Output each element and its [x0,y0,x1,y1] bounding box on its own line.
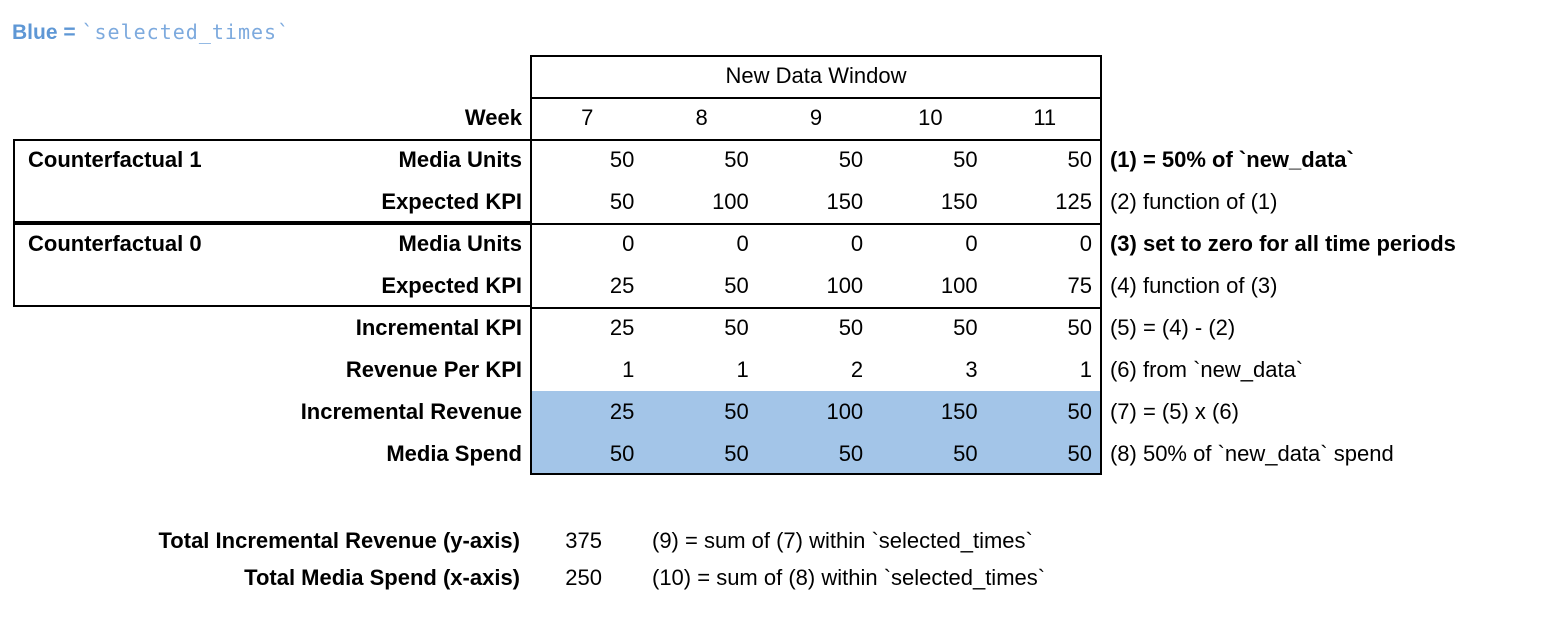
row-annotation: (2) function of (1) [1109,189,1278,214]
data-cell: 50 [1067,441,1092,466]
data-cell: 0 [736,231,749,256]
data-cell: 100 [712,189,749,214]
row-annotation: (7) = (5) x (6) [1109,399,1239,424]
data-cell: 50 [953,315,978,340]
week-row: Week 7 8 9 10 11 [0,97,1544,139]
data-cell: 75 [1067,273,1092,298]
data-cell: 0 [622,231,635,256]
data-cell: 100 [826,273,864,298]
data-cell: 50 [838,315,864,340]
total-media-spend-row: Total Media Spend (x-axis) 250 (10) = su… [0,560,1544,596]
data-cell: 25 [609,273,635,298]
week-label: Week [464,105,522,130]
data-cell: 50 [724,315,749,340]
row-annotation: (1) = 50% of `new_data` [1109,147,1354,172]
data-cell: 25 [609,399,635,424]
legend-note-code: `selected_times` [81,20,291,44]
row-label: Expected KPI [381,273,522,298]
table-row: Incremental KPI 25 50 50 50 50 (5) = (4) - (2) [0,307,1544,349]
legend-note-label: Blue = [12,21,82,44]
data-cell: 50 [1067,315,1092,340]
data-cell: 50 [724,399,749,424]
total-incremental-revenue-annotation: (9) = sum of (7) within `selected_times` [652,528,1033,553]
data-cell: 25 [609,315,635,340]
table-row: Media Spend 50 50 50 50 50 (8) 50% of `new_dat… [0,433,1544,475]
data-cell: 50 [953,147,978,172]
row-label: Incremental Revenue [300,399,522,424]
data-cell: 150 [940,399,978,424]
week-number: 11 [1033,105,1057,130]
data-cell: 50 [724,273,749,298]
counterfactual-1-label: Counterfactual 1 [28,147,202,172]
data-cell: 50 [724,441,749,466]
week-number: 10 [918,105,943,130]
data-cell: 100 [826,399,864,424]
total-incremental-revenue-label: Total Incremental Revenue (y-axis) [158,528,521,553]
data-cell: 50 [953,441,978,466]
data-cell: 0 [850,231,864,256]
data-cell: 50 [838,147,864,172]
data-cell: 50 [1067,399,1092,424]
data-cell: 125 [1055,189,1092,214]
row-label: Media Units [398,147,522,172]
data-cell: 100 [940,273,978,298]
data-cell: 3 [965,357,978,382]
data-cell: 0 [965,231,978,256]
data-cell: 1 [622,357,635,382]
row-label: Media Spend [386,441,522,466]
row-annotation: (6) from `new_data` [1109,357,1304,382]
selected-times-highlight [530,391,1102,475]
counterfactual-0-label: Counterfactual 0 [28,231,202,256]
week-number: 7 [581,105,594,130]
row-label: Expected KPI [381,189,522,214]
total-media-spend-value: 250 [565,565,602,590]
data-cell: 0 [1079,231,1092,256]
data-cell: 150 [940,189,978,214]
data-cell: 150 [826,189,864,214]
data-cell: 50 [609,441,635,466]
total-incremental-revenue-value: 375 [565,528,602,553]
total-media-spend-annotation: (10) = sum of (8) within `selected_times… [652,565,1046,590]
data-cell: 50 [609,147,635,172]
week-number: 8 [695,105,708,130]
row-annotation: (4) function of (3) [1109,273,1278,298]
data-cell: 50 [1067,147,1092,172]
data-cell: 2 [850,357,864,382]
data-cell: 50 [838,441,864,466]
data-cell: 1 [1079,357,1092,382]
table-row: Expected KPI 25 50 100 100 75 (4) function of … [0,265,1544,307]
table-row: Media Units 50 50 50 50 50 (1) = 50% of `new_d… [0,139,1544,181]
row-annotation: (5) = (4) - (2) [1109,315,1236,340]
total-media-spend-label: Total Media Spend (x-axis) [244,565,520,590]
row-label: Incremental KPI [355,315,522,340]
table-row: Revenue Per KPI 1 1 2 3 1 (6) from `new_data` [0,349,1544,391]
data-cell: 50 [609,189,635,214]
table-row: Media Units 0 0 0 0 0 (3) set to zero for all … [0,223,1544,265]
week-number: 9 [809,105,823,130]
legend-note: Blue = `selected_times` [12,18,290,47]
row-label: Media Units [398,231,522,256]
row-annotation: (3) set to zero for all time periods [1109,231,1456,256]
data-window-title: New Data Window [725,63,907,88]
row-annotation: (8) 50% of `new_data` spend [1109,441,1394,466]
total-incremental-revenue-row: Total Incremental Revenue (y-axis) 375 (… [0,523,1544,559]
data-cell: 50 [724,147,749,172]
data-cell: 1 [736,357,749,382]
table-row: Expected KPI 50 100 150 150 125 (2) function o… [0,181,1544,223]
table-row: Incremental Revenue 25 50 100 150 50 (7) = (5)… [0,391,1544,433]
row-label: Revenue Per KPI [345,357,522,382]
